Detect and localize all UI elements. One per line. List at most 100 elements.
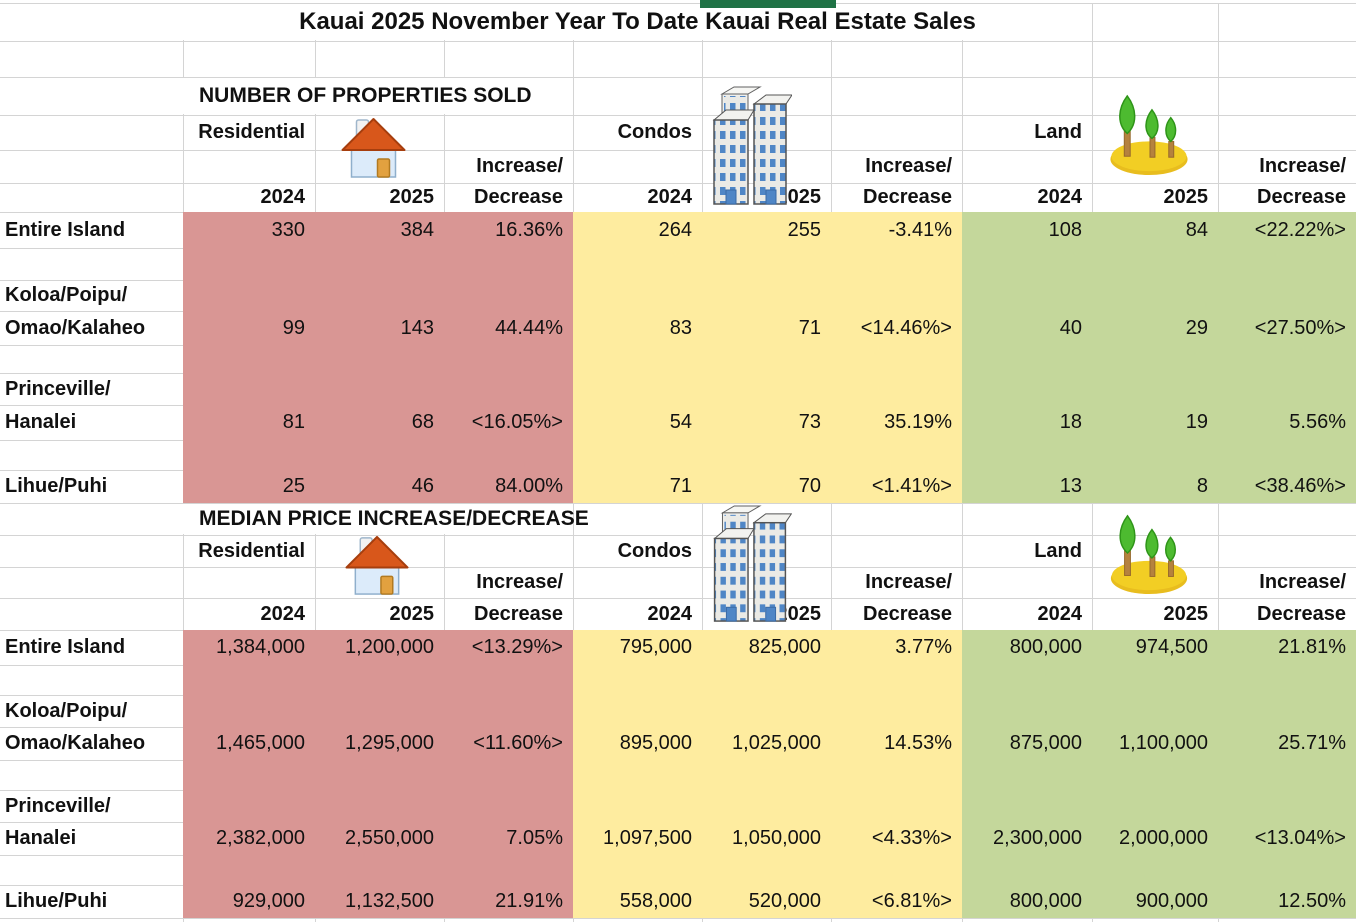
data-cell-land[interactable]: <27.50%> [1254, 316, 1346, 339]
data-cell-land[interactable]: 25.71% [1278, 732, 1346, 754]
data-cell-condos[interactable]: 73 [798, 411, 821, 433]
data-cell-land[interactable]: 13 [1059, 475, 1082, 497]
year-header-2025[interactable]: 2025 [1163, 186, 1209, 208]
data-cell-condos[interactable]: 71 [669, 475, 692, 497]
row-label[interactable]: Lihue/Puhi [5, 890, 108, 912]
data-cell-condos[interactable]: 35.19% [884, 411, 952, 433]
data-cell-land[interactable]: 800,000 [1009, 636, 1082, 658]
house-icon[interactable] [337, 115, 410, 181]
data-cell-residential[interactable]: 143 [400, 316, 434, 339]
group-label-land[interactable]: Land [1034, 121, 1082, 143]
data-cell-land[interactable]: <13.04%> [1254, 827, 1346, 849]
data-cell-condos[interactable]: 14.53% [884, 732, 952, 754]
data-cell-residential[interactable]: 99 [282, 316, 305, 339]
row-label[interactable]: Hanalei [5, 827, 77, 849]
data-cell-condos[interactable]: 264 [658, 218, 692, 241]
increase-header[interactable]: Increase/ [865, 571, 952, 593]
increase-header[interactable]: Increase/ [1259, 155, 1346, 177]
data-cell-residential[interactable]: 1,295,000 [345, 732, 434, 754]
data-cell-land[interactable]: 2,300,000 [993, 827, 1082, 849]
data-cell-land[interactable]: 900,000 [1135, 890, 1208, 912]
year-header-2025[interactable]: 2025 [389, 602, 435, 625]
year-header-2024[interactable]: 2024 [260, 602, 306, 625]
group-label-residential[interactable]: Residential [198, 121, 305, 143]
data-cell-residential[interactable]: <13.29%> [471, 636, 563, 658]
data-cell-condos[interactable]: 558,000 [619, 890, 692, 912]
data-cell-residential[interactable]: <16.05%> [471, 411, 563, 433]
data-cell-condos[interactable]: 520,000 [748, 890, 821, 912]
data-cell-condos[interactable]: <6.81%> [871, 890, 952, 912]
data-cell-condos[interactable]: 1,025,000 [732, 732, 821, 754]
data-cell-land[interactable]: <22.22%> [1254, 218, 1346, 241]
data-cell-land[interactable]: 21.81% [1278, 636, 1346, 658]
condo-buildings-icon[interactable] [708, 505, 792, 625]
data-cell-residential[interactable]: 384 [400, 218, 434, 241]
row-label[interactable]: Koloa/Poipu/ [5, 699, 128, 722]
data-cell-residential[interactable]: 2,550,000 [345, 827, 434, 849]
year-header-2025[interactable]: 2025 [776, 186, 822, 208]
data-cell-land[interactable]: 29 [1185, 316, 1208, 339]
data-cell-residential[interactable]: 1,465,000 [216, 732, 305, 754]
group-label-condos[interactable]: Condos [617, 539, 692, 562]
data-cell-residential[interactable]: 25 [282, 475, 305, 497]
data-cell-condos[interactable]: 70 [798, 475, 821, 497]
decrease-header[interactable]: Decrease [474, 186, 563, 208]
data-cell-condos[interactable]: 825,000 [748, 636, 821, 658]
row-label[interactable]: Entire Island [5, 636, 126, 658]
data-cell-land[interactable]: 875,000 [1009, 732, 1082, 754]
data-cell-condos[interactable]: <1.41%> [871, 475, 952, 497]
data-cell-condos[interactable]: <4.33%> [871, 827, 952, 849]
house-icon[interactable] [341, 533, 413, 598]
data-cell-land[interactable]: 84 [1185, 218, 1208, 241]
data-cell-land[interactable]: 5.56% [1289, 411, 1346, 433]
row-label[interactable]: Hanalei [5, 411, 77, 433]
year-header-2024[interactable]: 2024 [1037, 602, 1083, 625]
section1-header[interactable]: NUMBER OF PROPERTIES SOLD [183, 78, 573, 114]
decrease-header[interactable]: Decrease [1257, 602, 1346, 625]
data-cell-residential[interactable]: 2,382,000 [216, 827, 305, 849]
data-cell-land[interactable]: 800,000 [1009, 890, 1082, 912]
section2-header[interactable]: MEDIAN PRICE INCREASE/DECREASE [183, 504, 589, 534]
data-cell-land[interactable]: <38.46%> [1254, 475, 1346, 497]
year-header-2024[interactable]: 2024 [647, 186, 693, 208]
data-cell-land[interactable]: 12.50% [1278, 890, 1346, 912]
data-cell-residential[interactable]: 16.36% [495, 218, 563, 241]
year-header-2025[interactable]: 2025 [776, 602, 822, 625]
data-cell-land[interactable]: 8 [1196, 475, 1208, 497]
data-cell-land[interactable]: 1,100,000 [1119, 732, 1208, 754]
data-cell-land[interactable]: 19 [1185, 411, 1208, 433]
increase-header[interactable]: Increase/ [865, 155, 952, 177]
row-label[interactable]: Entire Island [5, 218, 126, 241]
data-cell-condos[interactable]: 83 [669, 316, 692, 339]
group-label-condos[interactable]: Condos [617, 121, 692, 143]
data-cell-residential[interactable]: 84.00% [495, 475, 563, 497]
data-cell-land[interactable]: 108 [1048, 218, 1082, 241]
data-cell-condos[interactable]: 71 [798, 316, 821, 339]
data-cell-residential[interactable]: 1,384,000 [216, 636, 305, 658]
group-label-land[interactable]: Land [1034, 539, 1082, 562]
data-cell-condos[interactable]: 3.77% [895, 636, 952, 658]
row-label[interactable]: Princeville/ [5, 377, 111, 400]
land-trees-icon[interactable] [1107, 90, 1191, 177]
increase-header[interactable]: Increase/ [1259, 571, 1346, 593]
group-label-residential[interactable]: Residential [198, 539, 305, 562]
data-cell-condos[interactable]: 54 [669, 411, 692, 433]
data-cell-condos[interactable]: 795,000 [619, 636, 692, 658]
decrease-header[interactable]: Decrease [863, 602, 952, 625]
year-header-2024[interactable]: 2024 [260, 186, 306, 208]
row-label[interactable]: Koloa/Poipu/ [5, 284, 128, 306]
year-header-2024[interactable]: 2024 [1037, 186, 1083, 208]
data-cell-land[interactable]: 18 [1059, 411, 1082, 433]
data-cell-residential[interactable]: <11.60%> [473, 732, 563, 754]
row-label[interactable]: Omao/Kalaheo [5, 732, 146, 754]
year-header-2025[interactable]: 2025 [389, 186, 435, 208]
land-trees-icon[interactable] [1107, 510, 1191, 596]
decrease-header[interactable]: Decrease [1257, 186, 1346, 208]
data-cell-condos[interactable]: 1,097,500 [603, 827, 692, 849]
data-cell-condos[interactable]: 255 [787, 218, 821, 241]
data-cell-residential[interactable]: 21.91% [495, 890, 563, 912]
data-cell-land[interactable]: 974,500 [1135, 636, 1208, 658]
data-cell-condos[interactable]: <14.46%> [860, 316, 952, 339]
sheet-title[interactable]: Kauai 2025 November Year To Date Kauai R… [183, 4, 1092, 40]
data-cell-residential[interactable]: 929,000 [232, 890, 305, 912]
